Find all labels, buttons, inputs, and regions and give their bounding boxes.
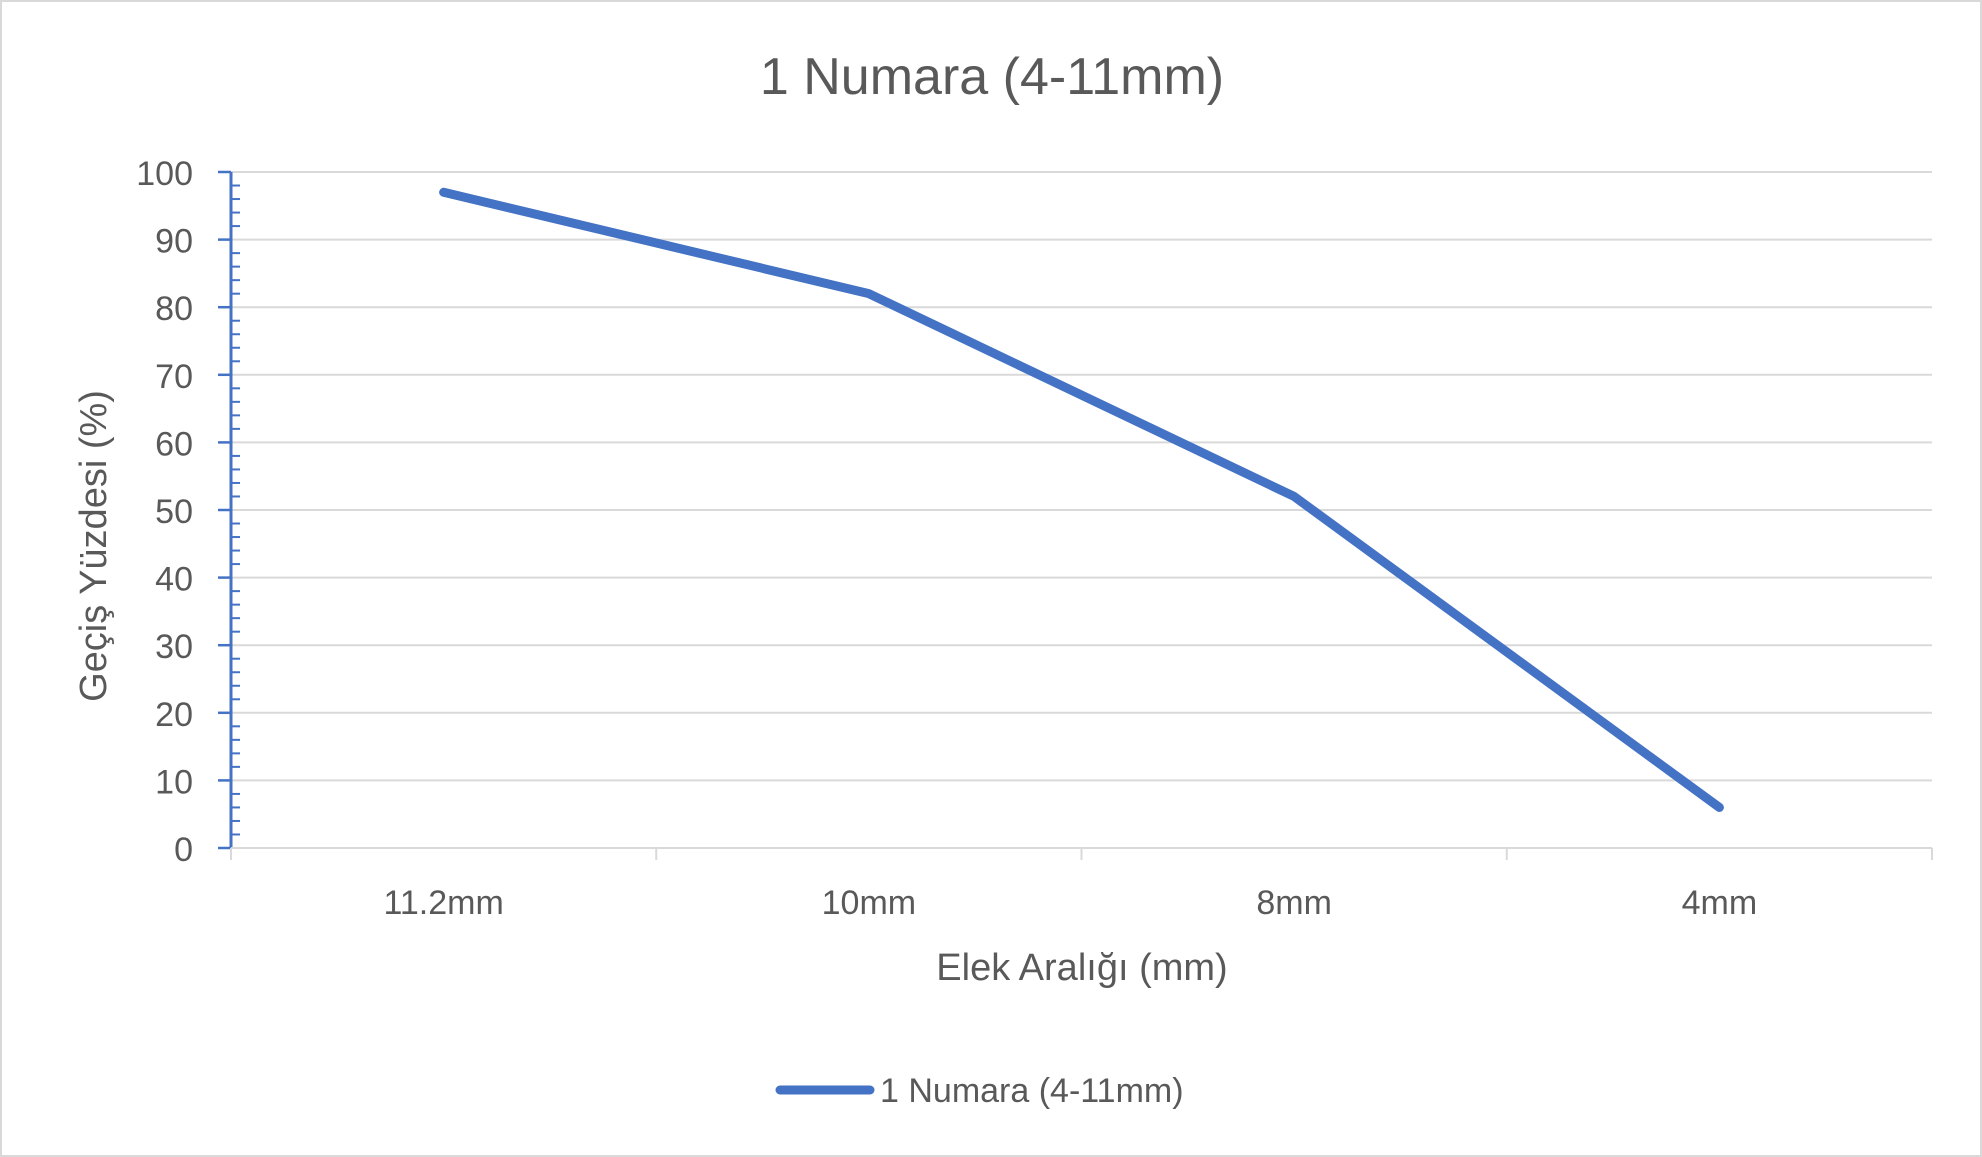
y-tick-label: 0 (174, 831, 193, 869)
x-axis: 11.2mm 10mm 8mm 4mm (230, 847, 1933, 922)
y-tick-label: 90 (155, 223, 193, 261)
legend: 1 Numara (4-11mm) (775, 1072, 1184, 1110)
x-axis-label: Elek Aralığı (mm) (936, 947, 1227, 989)
y-axis-label: Geçiş Yüzdesi (%) (73, 390, 115, 702)
y-tick-label: 100 (136, 155, 193, 193)
data-point (443, 191, 445, 193)
y-tick-label: 50 (155, 493, 193, 531)
x-tick-label: 11.2mm (383, 884, 503, 922)
data-point (868, 293, 870, 295)
x-tick-label: 4mm (1682, 884, 1758, 922)
y-tick-label: 10 (155, 763, 193, 801)
data-point (1293, 495, 1295, 497)
series-group (439, 187, 1724, 812)
legend-label: 1 Numara (4-11mm) (880, 1072, 1184, 1110)
y-axis: 0 10 20 30 40 50 60 70 80 90 100 (136, 155, 240, 869)
x-tick-label: 10mm (822, 884, 916, 922)
data-point (1718, 806, 1720, 808)
gridlines (231, 171, 1932, 782)
y-tick-label: 80 (155, 290, 193, 328)
y-tick-label: 30 (155, 628, 193, 666)
series-line (439, 187, 1724, 812)
y-tick-label: 40 (155, 561, 193, 599)
y-tick-label: 20 (155, 696, 193, 734)
chart-title: 1 Numara (4-11mm) (760, 48, 1224, 106)
y-tick-label: 60 (155, 425, 193, 463)
x-tick-label: 8mm (1256, 884, 1332, 922)
y-tick-label: 70 (155, 358, 193, 396)
